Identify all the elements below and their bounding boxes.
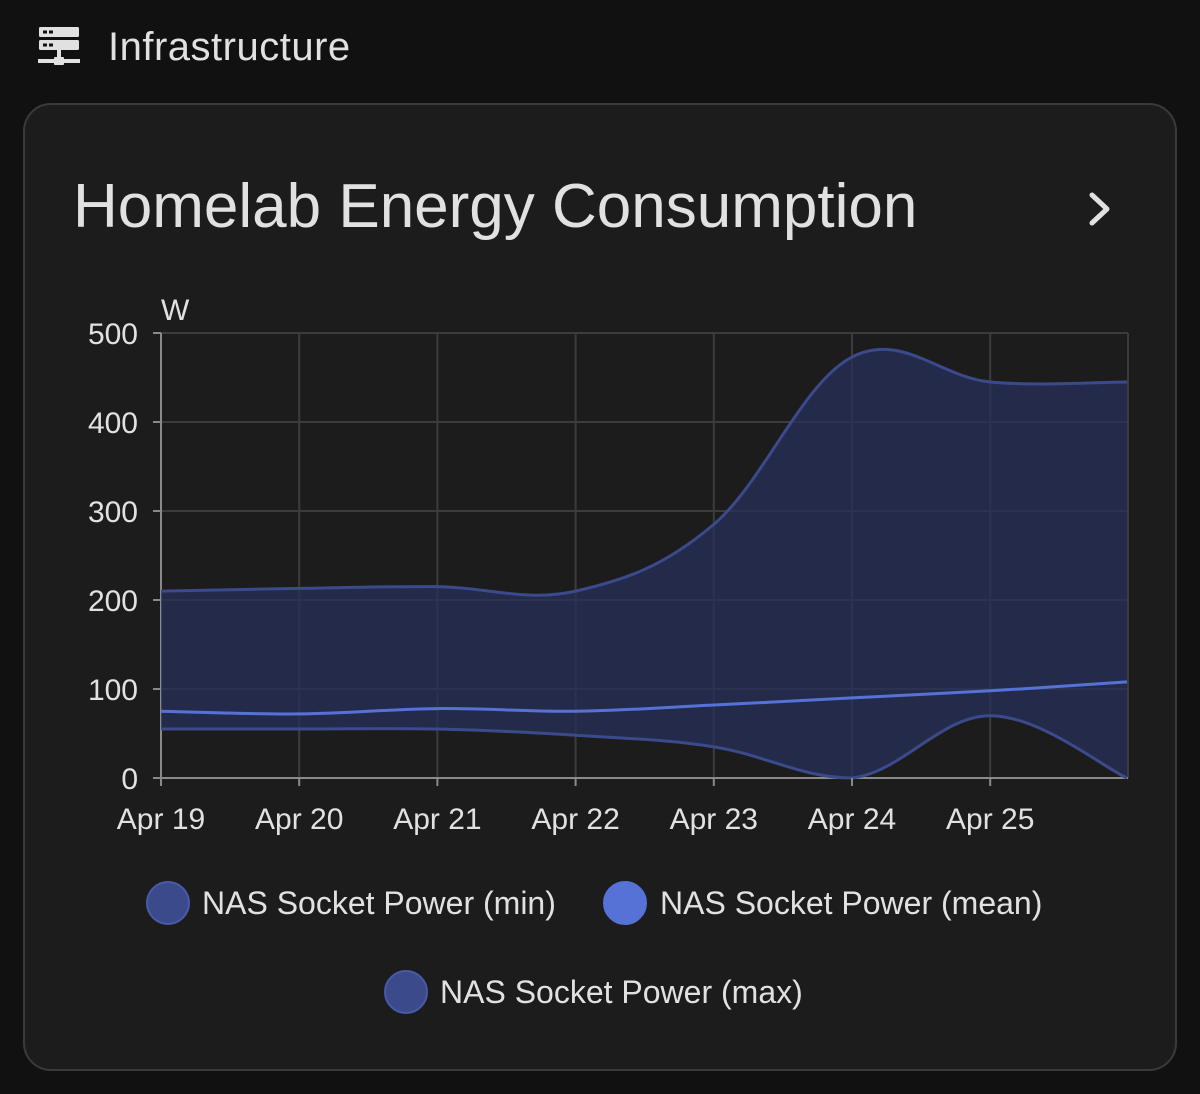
min-max-band (161, 349, 1127, 778)
x-tick-label: Apr 20 (255, 803, 343, 836)
legend-label: NAS Socket Power (min) (202, 885, 556, 921)
legend-item[interactable]: NAS Socket Power (mean) (603, 881, 1042, 925)
x-tick-label: Apr 21 (393, 803, 481, 836)
legend-item[interactable]: NAS Socket Power (min) (146, 881, 556, 925)
x-tick-label: Apr 23 (670, 803, 758, 836)
legend-swatch (146, 881, 190, 925)
series-line-max (160, 347, 1128, 597)
chevron-right-icon[interactable] (1077, 187, 1121, 231)
y-axis-ticks: 0 100 200 300 400 500 (88, 318, 161, 796)
y-axis-unit: W (161, 294, 190, 327)
x-tick-label: Apr 19 (117, 803, 205, 836)
card-title: Homelab Energy Consumption (73, 172, 918, 241)
y-tick-label: 500 (88, 318, 138, 351)
y-tick-label: 400 (88, 407, 138, 440)
series-line-mean (160, 680, 1128, 716)
y-tick-label: 100 (88, 674, 138, 707)
y-tick-label: 200 (88, 585, 138, 618)
x-tick-label: Apr 24 (808, 803, 896, 836)
y-tick-label: 0 (121, 763, 138, 796)
y-tick-label: 300 (88, 496, 138, 529)
x-axis-ticks: Apr 19 Apr 20 Apr 21 Apr 22 Apr 23 Apr 24 Apr … (117, 778, 1034, 836)
legend-label: NAS Socket Power (mean) (660, 885, 1042, 921)
legend-item[interactable]: NAS Socket Power (max) (384, 970, 803, 1014)
section-title: Infrastructure (108, 24, 351, 69)
series-line-min (160, 714, 1128, 780)
legend-swatch (384, 970, 428, 1014)
x-tick-label: Apr 25 (946, 803, 1034, 836)
x-tick-label: Apr 22 (531, 803, 619, 836)
legend-label: NAS Socket Power (max) (440, 974, 803, 1010)
legend-swatch (603, 881, 647, 925)
server-network-icon (38, 27, 80, 65)
section-header: Infrastructure (36, 20, 351, 74)
chart-legend: NAS Socket Power (min) NAS Socket Power (… (146, 881, 1042, 1014)
